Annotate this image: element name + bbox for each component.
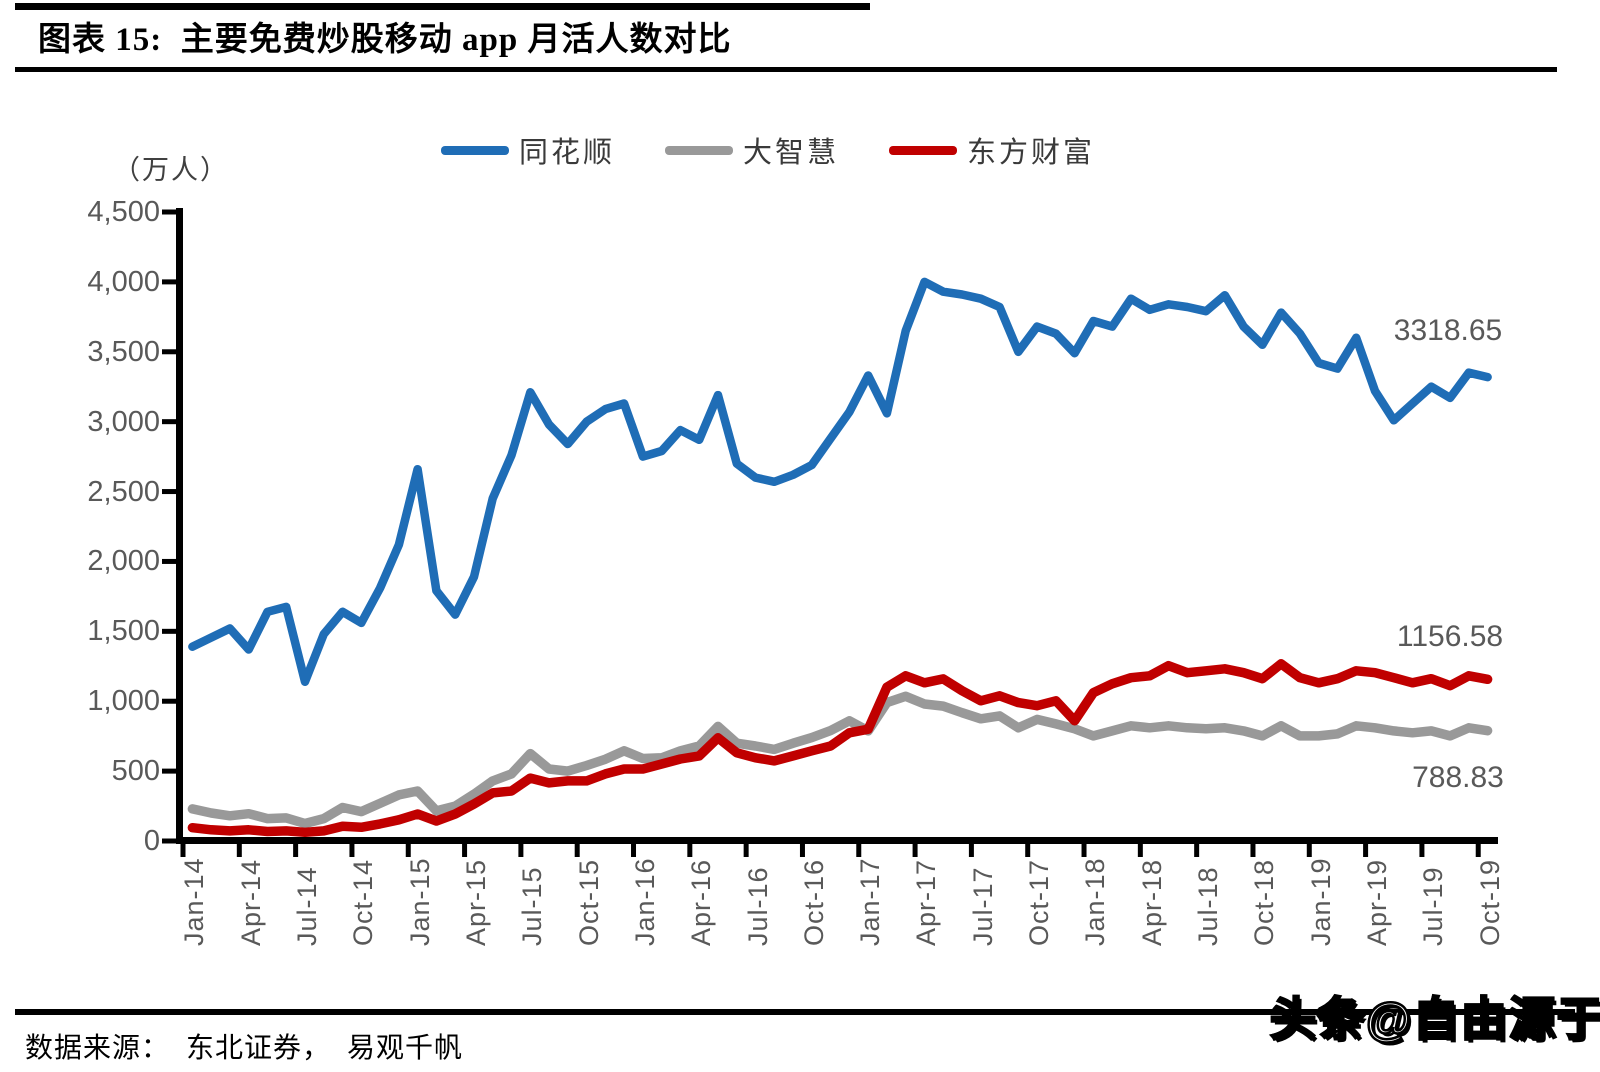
x-axis-tick-label: Apr-17 [911, 858, 942, 946]
x-axis-line [176, 837, 1498, 844]
x-axis-tick [1025, 844, 1031, 857]
y-axis-tick [162, 209, 176, 215]
x-axis-tick-label: Jul-15 [517, 866, 548, 946]
x-axis-tick [1363, 844, 1369, 857]
y-axis-line [176, 208, 183, 844]
y-axis-tick [162, 489, 176, 495]
y-axis-tick [162, 768, 176, 774]
y-axis-tick [162, 628, 176, 634]
x-axis-tick [462, 844, 468, 857]
x-axis-tick-label: Jan-19 [1305, 857, 1336, 946]
x-axis-tick [405, 844, 411, 857]
x-axis-tick-label: Apr-19 [1361, 858, 1392, 946]
x-axis-tick-label: Jan-14 [179, 857, 210, 946]
figure-title: 图表 15: 主要免费炒股移动 app 月活人数对比 [38, 22, 732, 58]
x-axis-tick-label: Apr-14 [235, 858, 266, 946]
x-axis-tick [912, 844, 918, 857]
series-end-label-dazhihui: 788.83 [1412, 761, 1504, 794]
data-source-note: 数据来源： 东北证券， 易观千帆 [25, 1033, 464, 1064]
y-axis-tick-label: 2,500 [87, 475, 160, 508]
x-axis-tick-label: Jan-16 [629, 857, 660, 946]
x-axis-tick [349, 844, 355, 857]
chart-legend: 同花顺 大智慧 东方财富 [441, 129, 1095, 171]
legend-item-dongfangcaifu: 东方财富 [889, 129, 1095, 171]
y-axis-tick-label: 1,500 [87, 615, 160, 648]
x-axis-tick [631, 844, 637, 857]
x-axis-tick-label: Apr-16 [686, 858, 717, 946]
series-end-label-tonghuashun: 3318.65 [1393, 314, 1503, 347]
x-axis-tick [1081, 844, 1087, 857]
x-axis-tick [856, 844, 862, 857]
x-axis-tick-label: Oct-16 [798, 858, 829, 946]
x-axis-tick-label: Jul-18 [1193, 866, 1224, 946]
x-axis-tick-label: Oct-17 [1024, 858, 1055, 946]
x-axis-tick-label: Jan-15 [404, 857, 435, 946]
x-axis-tick-label: Jan-17 [855, 857, 886, 946]
x-axis-tick [1475, 844, 1481, 857]
y-axis-tick [162, 349, 176, 355]
x-axis-tick [1250, 844, 1256, 857]
x-axis-tick [518, 844, 524, 857]
x-axis-tick-label: Jul-17 [967, 866, 998, 946]
legend-swatch-dongfangcaifu [889, 145, 958, 155]
y-axis-tick [162, 419, 176, 425]
x-axis-tick-label: Jul-14 [292, 866, 322, 946]
x-axis-tick-label: Oct-19 [1474, 858, 1505, 946]
y-axis-tick [162, 838, 176, 844]
x-axis-tick [1137, 844, 1143, 857]
x-axis-tick-label: Jul-16 [742, 866, 773, 946]
x-axis-tick-label: Apr-15 [460, 858, 491, 946]
legend-label-dongfangcaifu: 东方财富 [967, 137, 1096, 169]
x-axis-tick [743, 844, 749, 857]
x-axis-tick-label: Oct-18 [1249, 858, 1280, 946]
top-divider [15, 3, 870, 10]
y-axis-tick [162, 698, 176, 704]
x-axis-tick [968, 844, 974, 857]
x-axis-tick [687, 844, 693, 857]
series-line-dazhihui [187, 691, 1493, 829]
x-axis-tick [1306, 844, 1312, 857]
bottom-divider [15, 1009, 1575, 1015]
x-axis-tick-label: Oct-14 [348, 858, 379, 946]
y-axis-tick-label: 4,000 [87, 265, 160, 298]
watermark-text: 头条@自由源于 [1269, 992, 1600, 1047]
y-axis-unit-label: （万人） [113, 155, 229, 185]
x-axis-tick [1194, 844, 1200, 857]
y-axis-tick-label: 2,000 [87, 545, 160, 578]
legend-item-dazhihui: 大智慧 [665, 129, 839, 171]
legend-swatch-dazhihui [665, 145, 734, 155]
y-axis-tick-label: 3,500 [87, 335, 160, 368]
y-axis-tick-label: 3,000 [87, 405, 160, 438]
x-axis-tick [574, 844, 580, 857]
title-divider [15, 67, 1557, 72]
legend-label-dazhihui: 大智慧 [743, 137, 840, 169]
series-line-tonghuashun [188, 277, 1492, 686]
legend-swatch-tonghuashun [441, 145, 509, 155]
y-axis-tick-label: 4,500 [87, 196, 160, 228]
x-axis-tick [799, 844, 805, 857]
y-axis-tick [162, 558, 176, 564]
y-axis-tick-label: 1,000 [87, 685, 160, 718]
series-line-dongfangcaifu [187, 659, 1493, 838]
y-axis-tick [162, 279, 176, 285]
x-axis-tick-label: Apr-18 [1136, 858, 1167, 946]
y-axis-tick-label: 0 [143, 825, 160, 857]
x-axis-tick-label: Jul-19 [1418, 866, 1449, 946]
x-axis-tick-label: Jan-18 [1080, 857, 1111, 946]
x-axis-tick [1419, 844, 1425, 857]
legend-label-tonghuashun: 同花顺 [519, 137, 616, 169]
x-axis-tick-label: Oct-15 [573, 858, 604, 946]
x-axis-tick [236, 844, 242, 857]
x-axis-tick [180, 844, 186, 857]
series-end-label-dongfangcaifu: 1156.58 [1396, 620, 1504, 653]
x-axis-tick [293, 844, 299, 857]
y-axis-tick-label: 500 [111, 755, 160, 788]
legend-item-tonghuashun: 同花顺 [441, 129, 615, 171]
